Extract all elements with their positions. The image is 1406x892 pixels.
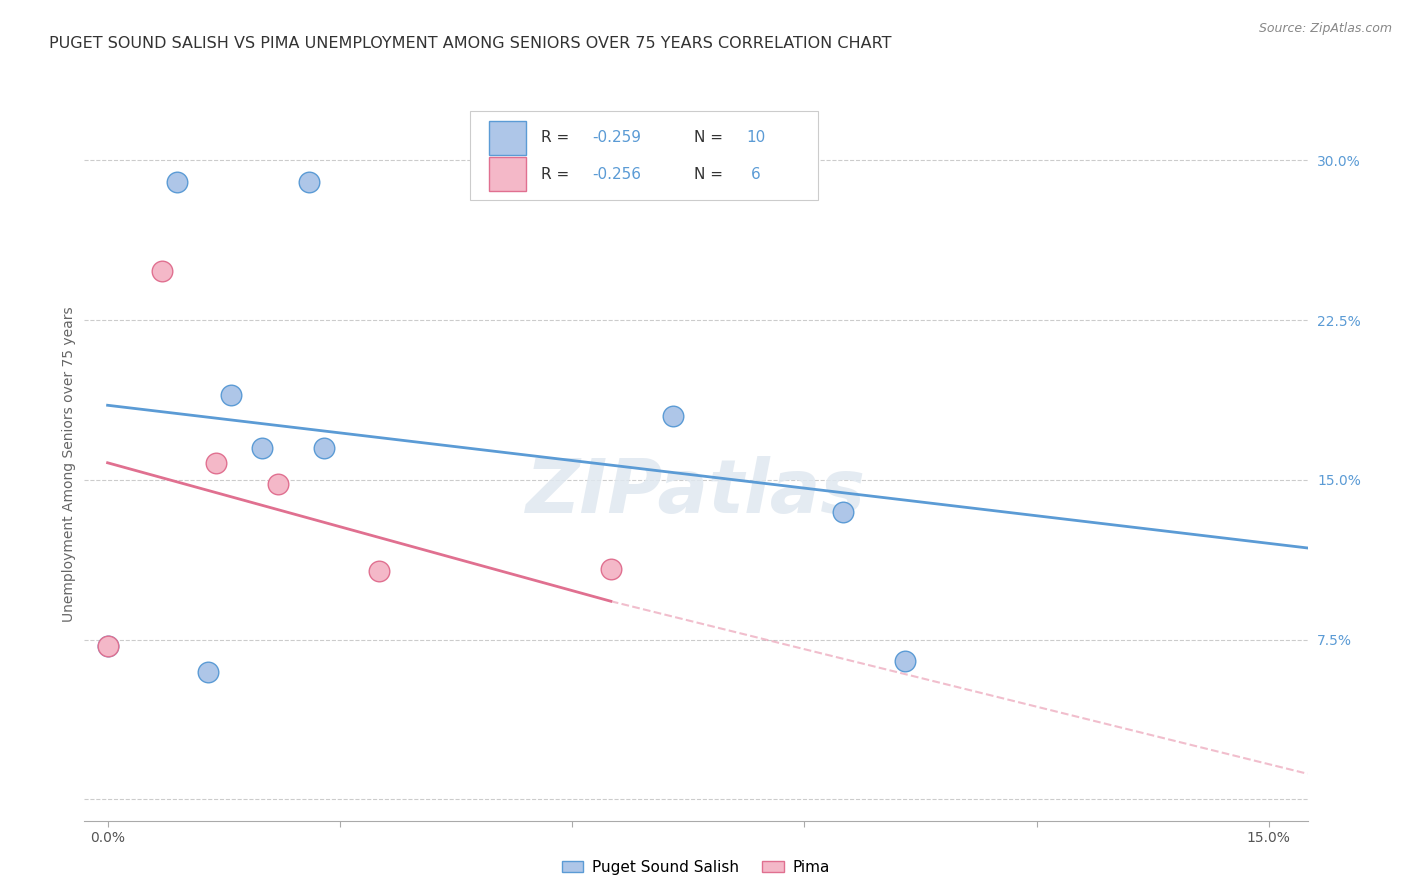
FancyBboxPatch shape <box>470 111 818 200</box>
Text: R =: R = <box>541 130 574 145</box>
Point <box>97 639 120 653</box>
Point <box>661 409 683 423</box>
Text: ZIPatlas: ZIPatlas <box>526 456 866 529</box>
Point <box>599 562 621 576</box>
Point <box>252 441 274 455</box>
Text: PUGET SOUND SALISH VS PIMA UNEMPLOYMENT AMONG SENIORS OVER 75 YEARS CORRELATION : PUGET SOUND SALISH VS PIMA UNEMPLOYMENT … <box>49 36 891 51</box>
Point <box>150 264 173 278</box>
Point <box>197 665 219 679</box>
Point <box>894 654 917 668</box>
Point <box>832 505 855 519</box>
Text: 6: 6 <box>751 168 761 182</box>
Point <box>221 387 243 401</box>
Y-axis label: Unemployment Among Seniors over 75 years: Unemployment Among Seniors over 75 years <box>62 306 76 622</box>
Legend: Puget Sound Salish, Pima: Puget Sound Salish, Pima <box>555 854 837 880</box>
Point <box>267 477 290 491</box>
Bar <box>489 120 526 155</box>
Text: N =: N = <box>693 130 727 145</box>
Point <box>205 456 228 470</box>
Text: R =: R = <box>541 168 574 182</box>
Point <box>97 639 120 653</box>
Point <box>314 441 336 455</box>
Text: -0.256: -0.256 <box>592 168 641 182</box>
Point <box>298 175 321 189</box>
Bar <box>489 157 526 191</box>
Point <box>367 565 389 579</box>
Text: -0.259: -0.259 <box>592 130 641 145</box>
Text: Source: ZipAtlas.com: Source: ZipAtlas.com <box>1258 22 1392 36</box>
Text: N =: N = <box>693 168 733 182</box>
Text: 10: 10 <box>747 130 765 145</box>
Point <box>166 175 188 189</box>
